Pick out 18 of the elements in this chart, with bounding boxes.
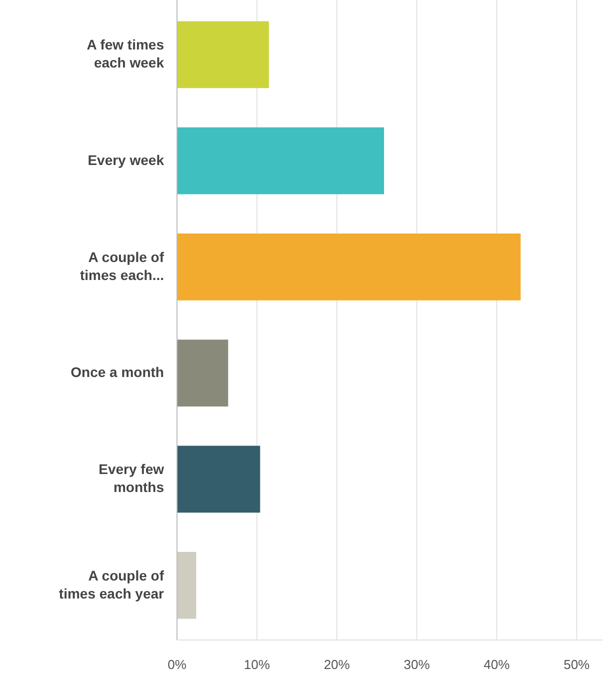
bar [177, 340, 228, 406]
x-tick-label: 40% [484, 657, 510, 672]
y-tick-label: Every few months [98, 460, 164, 495]
y-tick-label: A few times each week [86, 36, 164, 70]
x-tick-label: 30% [404, 657, 430, 672]
bar [177, 552, 196, 619]
bar [177, 234, 521, 300]
y-tick-label: A couple of times each... [80, 248, 164, 283]
x-tick-label: 50% [564, 657, 590, 672]
x-tick-label: 20% [324, 657, 350, 672]
x-tick-label: 10% [244, 657, 270, 672]
y-tick-label: Every week [88, 152, 164, 168]
x-tick-label: 0% [168, 657, 187, 672]
bar [177, 21, 269, 88]
bar [177, 446, 260, 513]
y-tick-label: Once a month [70, 364, 164, 380]
y-tick-label: A couple of times each year [58, 567, 165, 602]
bar [177, 127, 384, 194]
